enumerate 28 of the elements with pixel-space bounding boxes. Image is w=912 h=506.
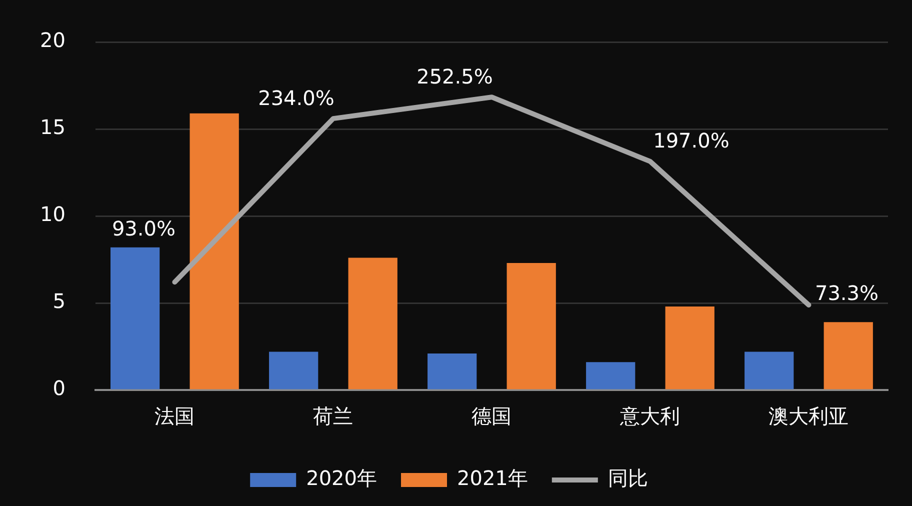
- x-tick-label: 荷兰: [313, 404, 354, 428]
- legend-label: 2021年: [457, 466, 528, 490]
- data-label: 197.0%: [653, 128, 730, 153]
- y-tick-label: 0: [52, 376, 66, 400]
- y-tick-label: 5: [52, 289, 66, 314]
- bar: [506, 262, 556, 390]
- legend-label: 2020年: [306, 466, 378, 490]
- bar: [665, 306, 714, 390]
- bar: [428, 353, 477, 390]
- bar: [110, 247, 160, 390]
- legend-label: 同比: [608, 466, 648, 490]
- bar: [348, 258, 398, 390]
- data-label: 252.5%: [416, 64, 493, 88]
- data-label: 234.0%: [258, 86, 334, 110]
- bar: [824, 322, 873, 390]
- bar: [190, 113, 239, 390]
- y-tick-label: 15: [40, 115, 66, 140]
- bar: [744, 352, 794, 390]
- data-label: 73.3%: [814, 281, 879, 306]
- x-tick-label: 德国: [472, 404, 512, 428]
- y-tick-label: 20: [40, 28, 66, 52]
- x-tick-label: 澳大利亚: [768, 404, 849, 428]
- y-tick-label: 10: [40, 202, 66, 226]
- x-tick-label: 法国: [154, 404, 195, 428]
- x-tick-label: 意大利: [619, 404, 680, 428]
- bar: [586, 362, 636, 390]
- bar: [269, 352, 318, 390]
- data-label: 93.0%: [112, 216, 176, 240]
